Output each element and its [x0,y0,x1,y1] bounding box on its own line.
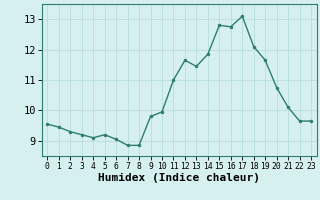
X-axis label: Humidex (Indice chaleur): Humidex (Indice chaleur) [98,173,260,183]
